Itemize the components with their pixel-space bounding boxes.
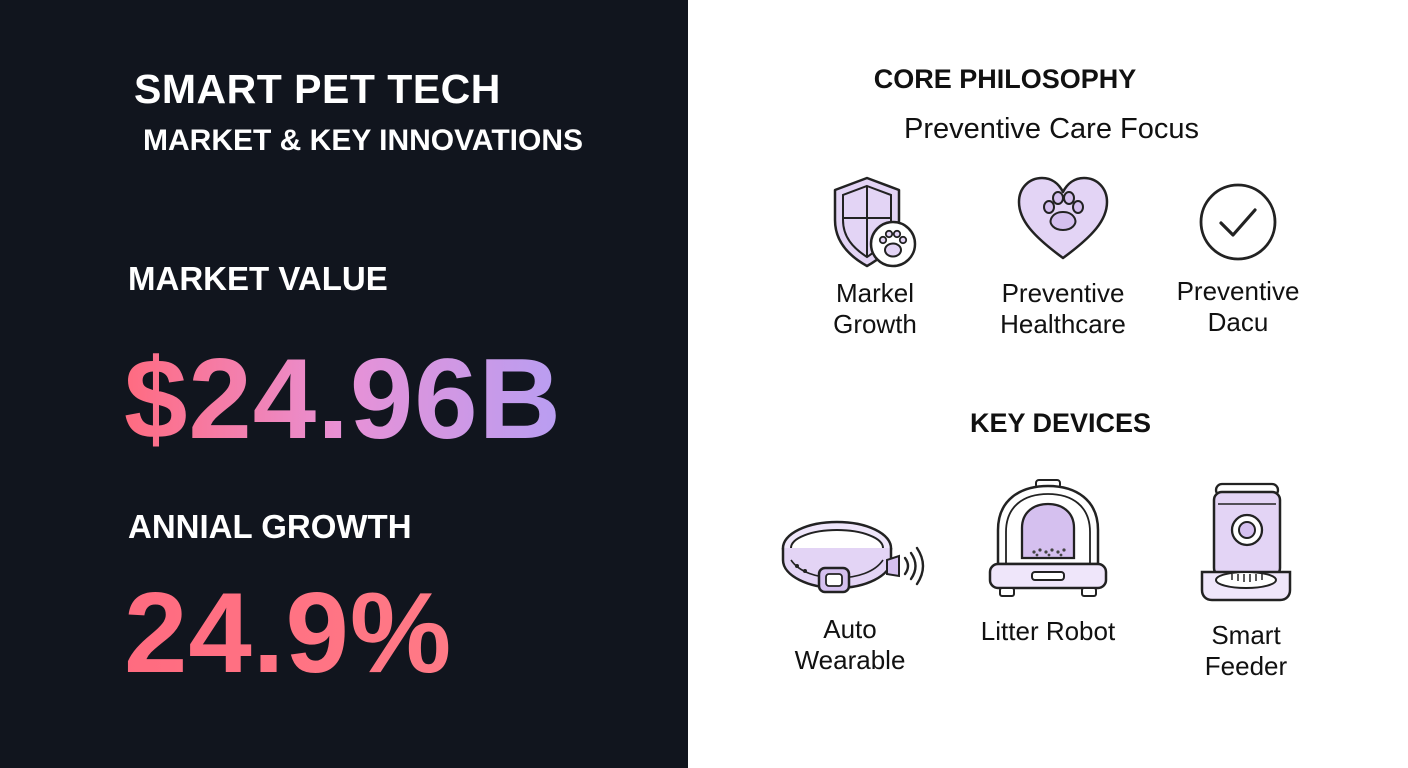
- device-item-smart-feeder: Smart Feeder: [1166, 480, 1326, 682]
- device-item-line1: Smart: [1211, 620, 1281, 650]
- page-subtitle: MARKET & KEY INNOVATIONS: [143, 124, 584, 157]
- philosophy-item-line2: Dacu: [1207, 307, 1269, 337]
- key-devices-heading: KEY DEVICES: [969, 408, 1152, 438]
- device-item-line1: Litter Robot: [980, 616, 1116, 646]
- philosophy-item-preventive-healthcare: Preventive Healthcare: [979, 172, 1147, 340]
- philosophy-item-preventive-dacu: Preventive Dacu: [1163, 180, 1313, 338]
- philosophy-item-line1: Preventive: [1176, 276, 1300, 306]
- core-philosophy-heading: CORE PHILOSOPHY: [873, 64, 1137, 94]
- core-philosophy-subheading: Preventive Care Focus: [904, 113, 1199, 145]
- smart-feeder-icon: [1200, 482, 1292, 602]
- growth-label: ANNIAL GROWTH: [128, 508, 412, 545]
- philosophy-item-line2: Healthcare: [1000, 309, 1126, 339]
- litter-robot-icon: [988, 479, 1108, 597]
- device-item-line2: Feeder: [1204, 651, 1288, 681]
- market-value-label: MARKET VALUE: [128, 260, 388, 297]
- philosophy-item-line1: Markel: [835, 278, 914, 308]
- device-item-line1: Auto: [823, 614, 877, 644]
- growth-value: 24.9%: [124, 570, 453, 697]
- heart-paw-icon: [1017, 176, 1109, 260]
- right-panel: CORE PHILOSOPHY Preventive Care Focus Ma…: [688, 0, 1408, 768]
- check-circle-icon: [1199, 183, 1277, 261]
- shield-paw-icon: [833, 176, 917, 268]
- philosophy-item-market-growth: Markel Growth: [800, 172, 950, 340]
- philosophy-item-line2: Growth: [833, 309, 917, 339]
- philosophy-item-line1: Preventive: [1001, 278, 1125, 308]
- smart-collar-icon: [781, 520, 925, 594]
- device-item-litter-robot: Litter Robot: [963, 478, 1133, 647]
- market-value: $24.96B: [124, 336, 563, 463]
- left-panel: SMART PET TECH MARKET & KEY INNOVATIONS …: [0, 0, 688, 768]
- device-item-auto-wearable: Auto Wearable: [772, 508, 928, 676]
- page-title: SMART PET TECH: [134, 66, 501, 112]
- device-item-line2: Wearable: [794, 645, 906, 675]
